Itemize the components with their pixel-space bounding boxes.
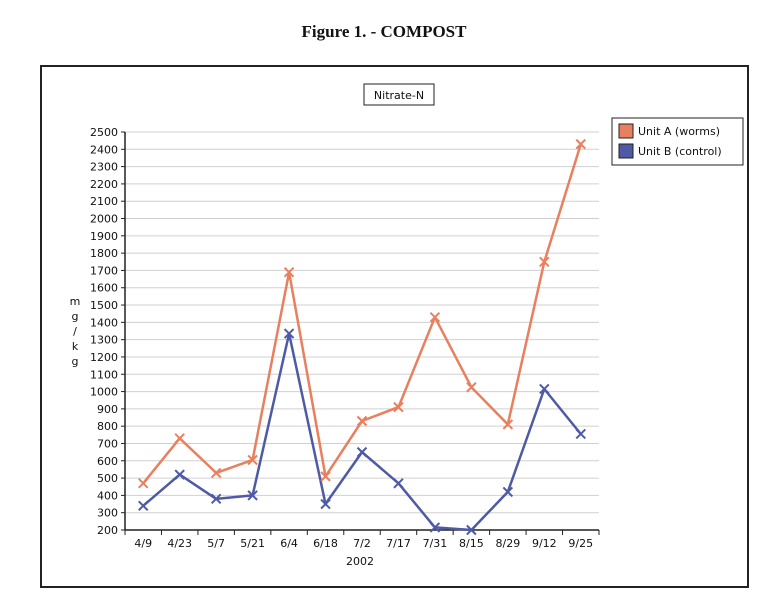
data-point-s1-1 xyxy=(174,469,185,480)
data-point-s0-3 xyxy=(247,454,258,466)
y-tick-label-2300: 2300 xyxy=(90,161,118,174)
y-tick-label-1500: 1500 xyxy=(90,299,118,312)
data-point-s1-7 xyxy=(393,478,404,489)
data-point-s0-5 xyxy=(320,471,331,482)
data-markers xyxy=(138,138,586,536)
y-tick-label-1000: 1000 xyxy=(90,386,118,399)
x-tick-label-9-12: 9/12 xyxy=(532,537,557,550)
data-point-s0-8 xyxy=(429,311,441,323)
x-tick-label-6-18: 6/18 xyxy=(313,537,338,550)
x-tick-label-7-2: 7/2 xyxy=(353,537,371,550)
y-tick-label-2000: 2000 xyxy=(90,213,118,226)
data-point-s1-3 xyxy=(247,490,258,501)
x-tick-label-7-31: 7/31 xyxy=(423,537,448,550)
y-axis-label-char-0: m xyxy=(70,295,81,308)
data-point-s1-6 xyxy=(356,446,368,458)
data-point-s0-11 xyxy=(539,256,550,267)
y-axis-label: mg/kg xyxy=(70,295,81,368)
y-axis-label-char-4: g xyxy=(72,355,79,368)
data-point-s0-10 xyxy=(502,419,514,430)
y-tick-label-2500: 2500 xyxy=(90,126,118,139)
y-tick-label-1900: 1900 xyxy=(90,230,118,243)
x-tick-label-6-4: 6/4 xyxy=(280,537,298,550)
data-point-s0-12 xyxy=(575,138,586,150)
y-tick-label-500: 500 xyxy=(97,472,118,485)
grid-lines xyxy=(125,131,599,514)
series-line-1 xyxy=(142,332,582,532)
x-tick-label-8-29: 8/29 xyxy=(495,537,520,550)
x-tick-label-5-21: 5/21 xyxy=(240,537,265,550)
axes: 200 300 400 500 600 700 800 900 1000 1100 1200 1300… xyxy=(90,126,600,550)
y-tick-label-1400: 1400 xyxy=(90,316,118,329)
data-point-s0-4 xyxy=(283,266,295,278)
data-point-s1-9 xyxy=(466,524,477,536)
chart-title-box xyxy=(363,83,435,106)
x-tick-label-8-15: 8/15 xyxy=(459,537,484,550)
y-tick-label-600: 600 xyxy=(97,455,118,468)
data-point-s1-11 xyxy=(539,383,550,395)
chart-frame: 200 300 400 500 600 700 800 900 1000 1100 1200 1300… xyxy=(40,65,749,588)
legend: Unit A (worms) Unit B (control) xyxy=(611,117,744,166)
y-tick-label-800: 800 xyxy=(97,420,118,433)
data-point-s0-1 xyxy=(174,433,185,444)
y-tick-label-1300: 1300 xyxy=(90,334,118,347)
data-point-s1-0 xyxy=(138,500,149,511)
data-point-s0-0 xyxy=(138,478,149,489)
y-tick-label-900: 900 xyxy=(97,403,118,416)
y-tick-label-700: 700 xyxy=(97,437,118,450)
y-tick-label-1200: 1200 xyxy=(90,351,118,364)
data-point-s1-12 xyxy=(575,428,586,440)
y-tick-label-2100: 2100 xyxy=(90,195,118,208)
x-tick-label-7-17: 7/17 xyxy=(386,537,411,550)
legend-label-unit-a: Unit A (worms) xyxy=(638,125,720,138)
y-tick-label-200: 200 xyxy=(97,524,118,537)
y-axis-label-char-1: g xyxy=(72,310,79,323)
x-tick-label-4-9: 4/9 xyxy=(134,537,152,550)
series-line-0 xyxy=(142,143,582,485)
y-axis-label-char-2: / xyxy=(73,325,77,338)
data-point-s0-6 xyxy=(356,415,368,427)
y-tick-label-1100: 1100 xyxy=(90,368,118,381)
chart-title: Nitrate-N xyxy=(374,89,424,102)
y-tick-label-1800: 1800 xyxy=(90,247,118,260)
legend-box xyxy=(611,117,744,166)
y-axis-label-char-3: k xyxy=(72,340,79,353)
line-chart: 200 300 400 500 600 700 800 900 1000 1100 1200 1300… xyxy=(70,83,744,568)
figure-title: Figure 1. - COMPOST xyxy=(301,22,467,41)
y-tick-label-1700: 1700 xyxy=(90,264,118,277)
x-axis-label: 2002 xyxy=(346,555,374,568)
y-tick-label-2400: 2400 xyxy=(90,143,118,156)
data-point-s0-9 xyxy=(466,382,477,393)
x-tick-label-4-23: 4/23 xyxy=(167,537,192,550)
data-point-s1-2 xyxy=(210,493,222,505)
y-tick-label-400: 400 xyxy=(97,489,118,502)
data-point-s0-2 xyxy=(210,467,222,479)
series-lines xyxy=(142,143,582,532)
data-point-s1-5 xyxy=(320,498,331,510)
data-point-s1-4 xyxy=(283,328,295,339)
data-point-s1-8 xyxy=(429,522,441,533)
legend-swatch-unit-b xyxy=(618,143,634,159)
legend-swatch-unit-a xyxy=(618,123,634,139)
data-point-s1-10 xyxy=(502,486,514,498)
x-tick-label-9-25: 9/25 xyxy=(568,537,593,550)
legend-label-unit-b: Unit B (control) xyxy=(638,145,722,158)
y-tick-label-1600: 1600 xyxy=(90,282,118,295)
x-tick-label-5-7: 5/7 xyxy=(207,537,225,550)
y-tick-label-300: 300 xyxy=(97,507,118,520)
data-point-s0-7 xyxy=(393,401,404,413)
y-tick-label-2200: 2200 xyxy=(90,178,118,191)
